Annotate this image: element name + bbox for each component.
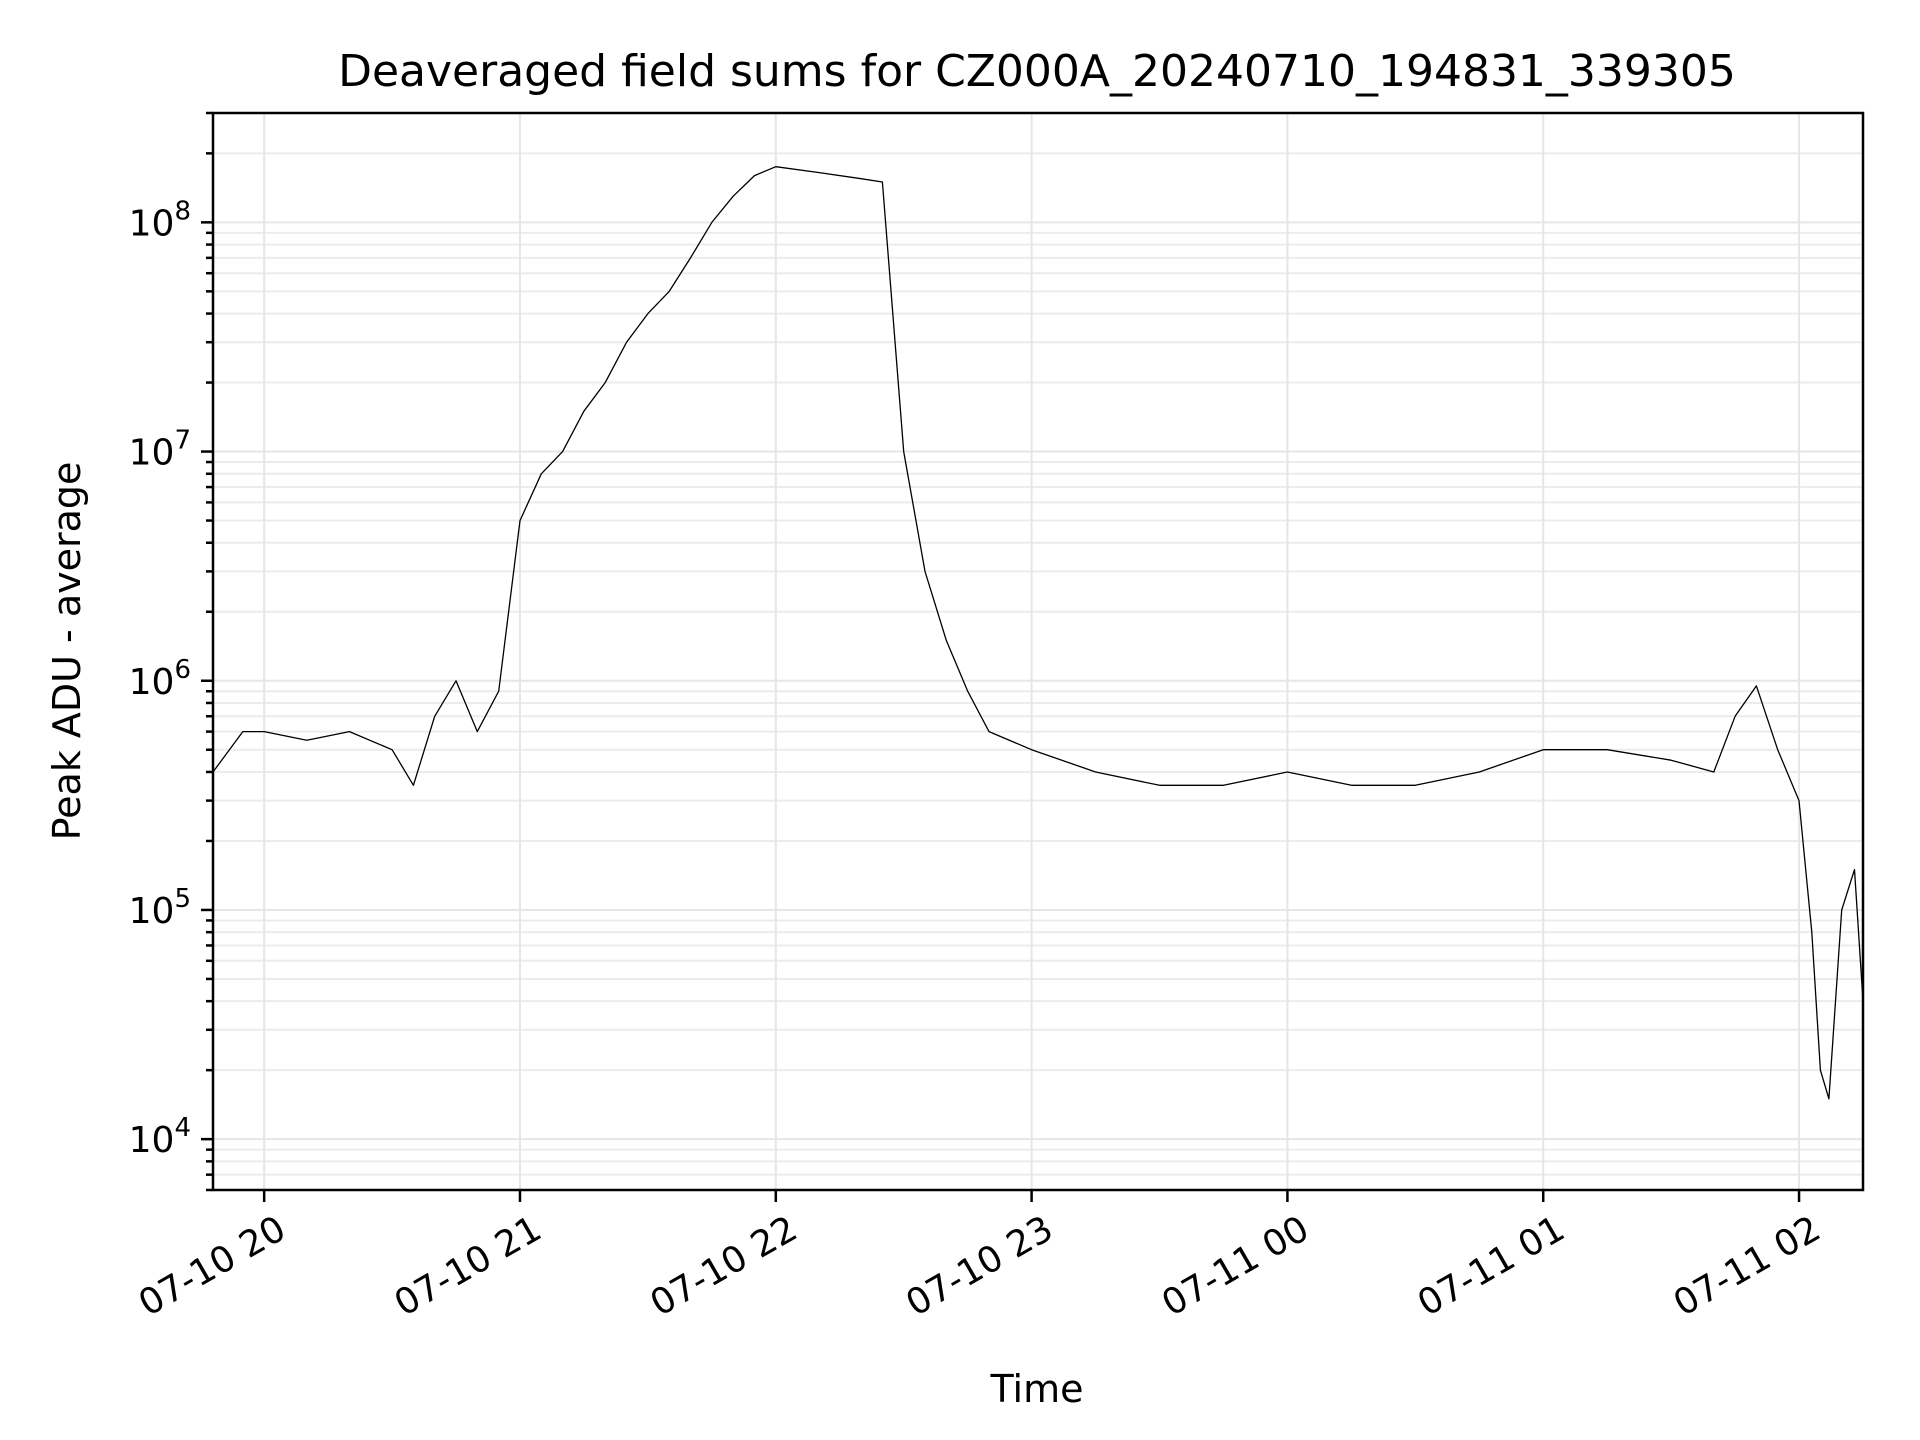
chart-title: Deaveraged field sums for CZ000A_2024071…	[338, 46, 1736, 97]
x-axis-label: Time	[990, 1367, 1084, 1411]
series-line	[212, 166, 1864, 1100]
y-tick-label: 108	[129, 196, 191, 244]
y-tick-label: 105	[129, 884, 191, 932]
y-axis-label: Peak ADU - average	[45, 462, 89, 841]
y-tick-label: 107	[129, 426, 191, 474]
plot-frame	[211, 111, 1865, 1192]
y-tick-label: 104	[129, 1113, 191, 1161]
series-layer	[212, 166, 1864, 1100]
y-tick-label: 106	[129, 655, 191, 703]
